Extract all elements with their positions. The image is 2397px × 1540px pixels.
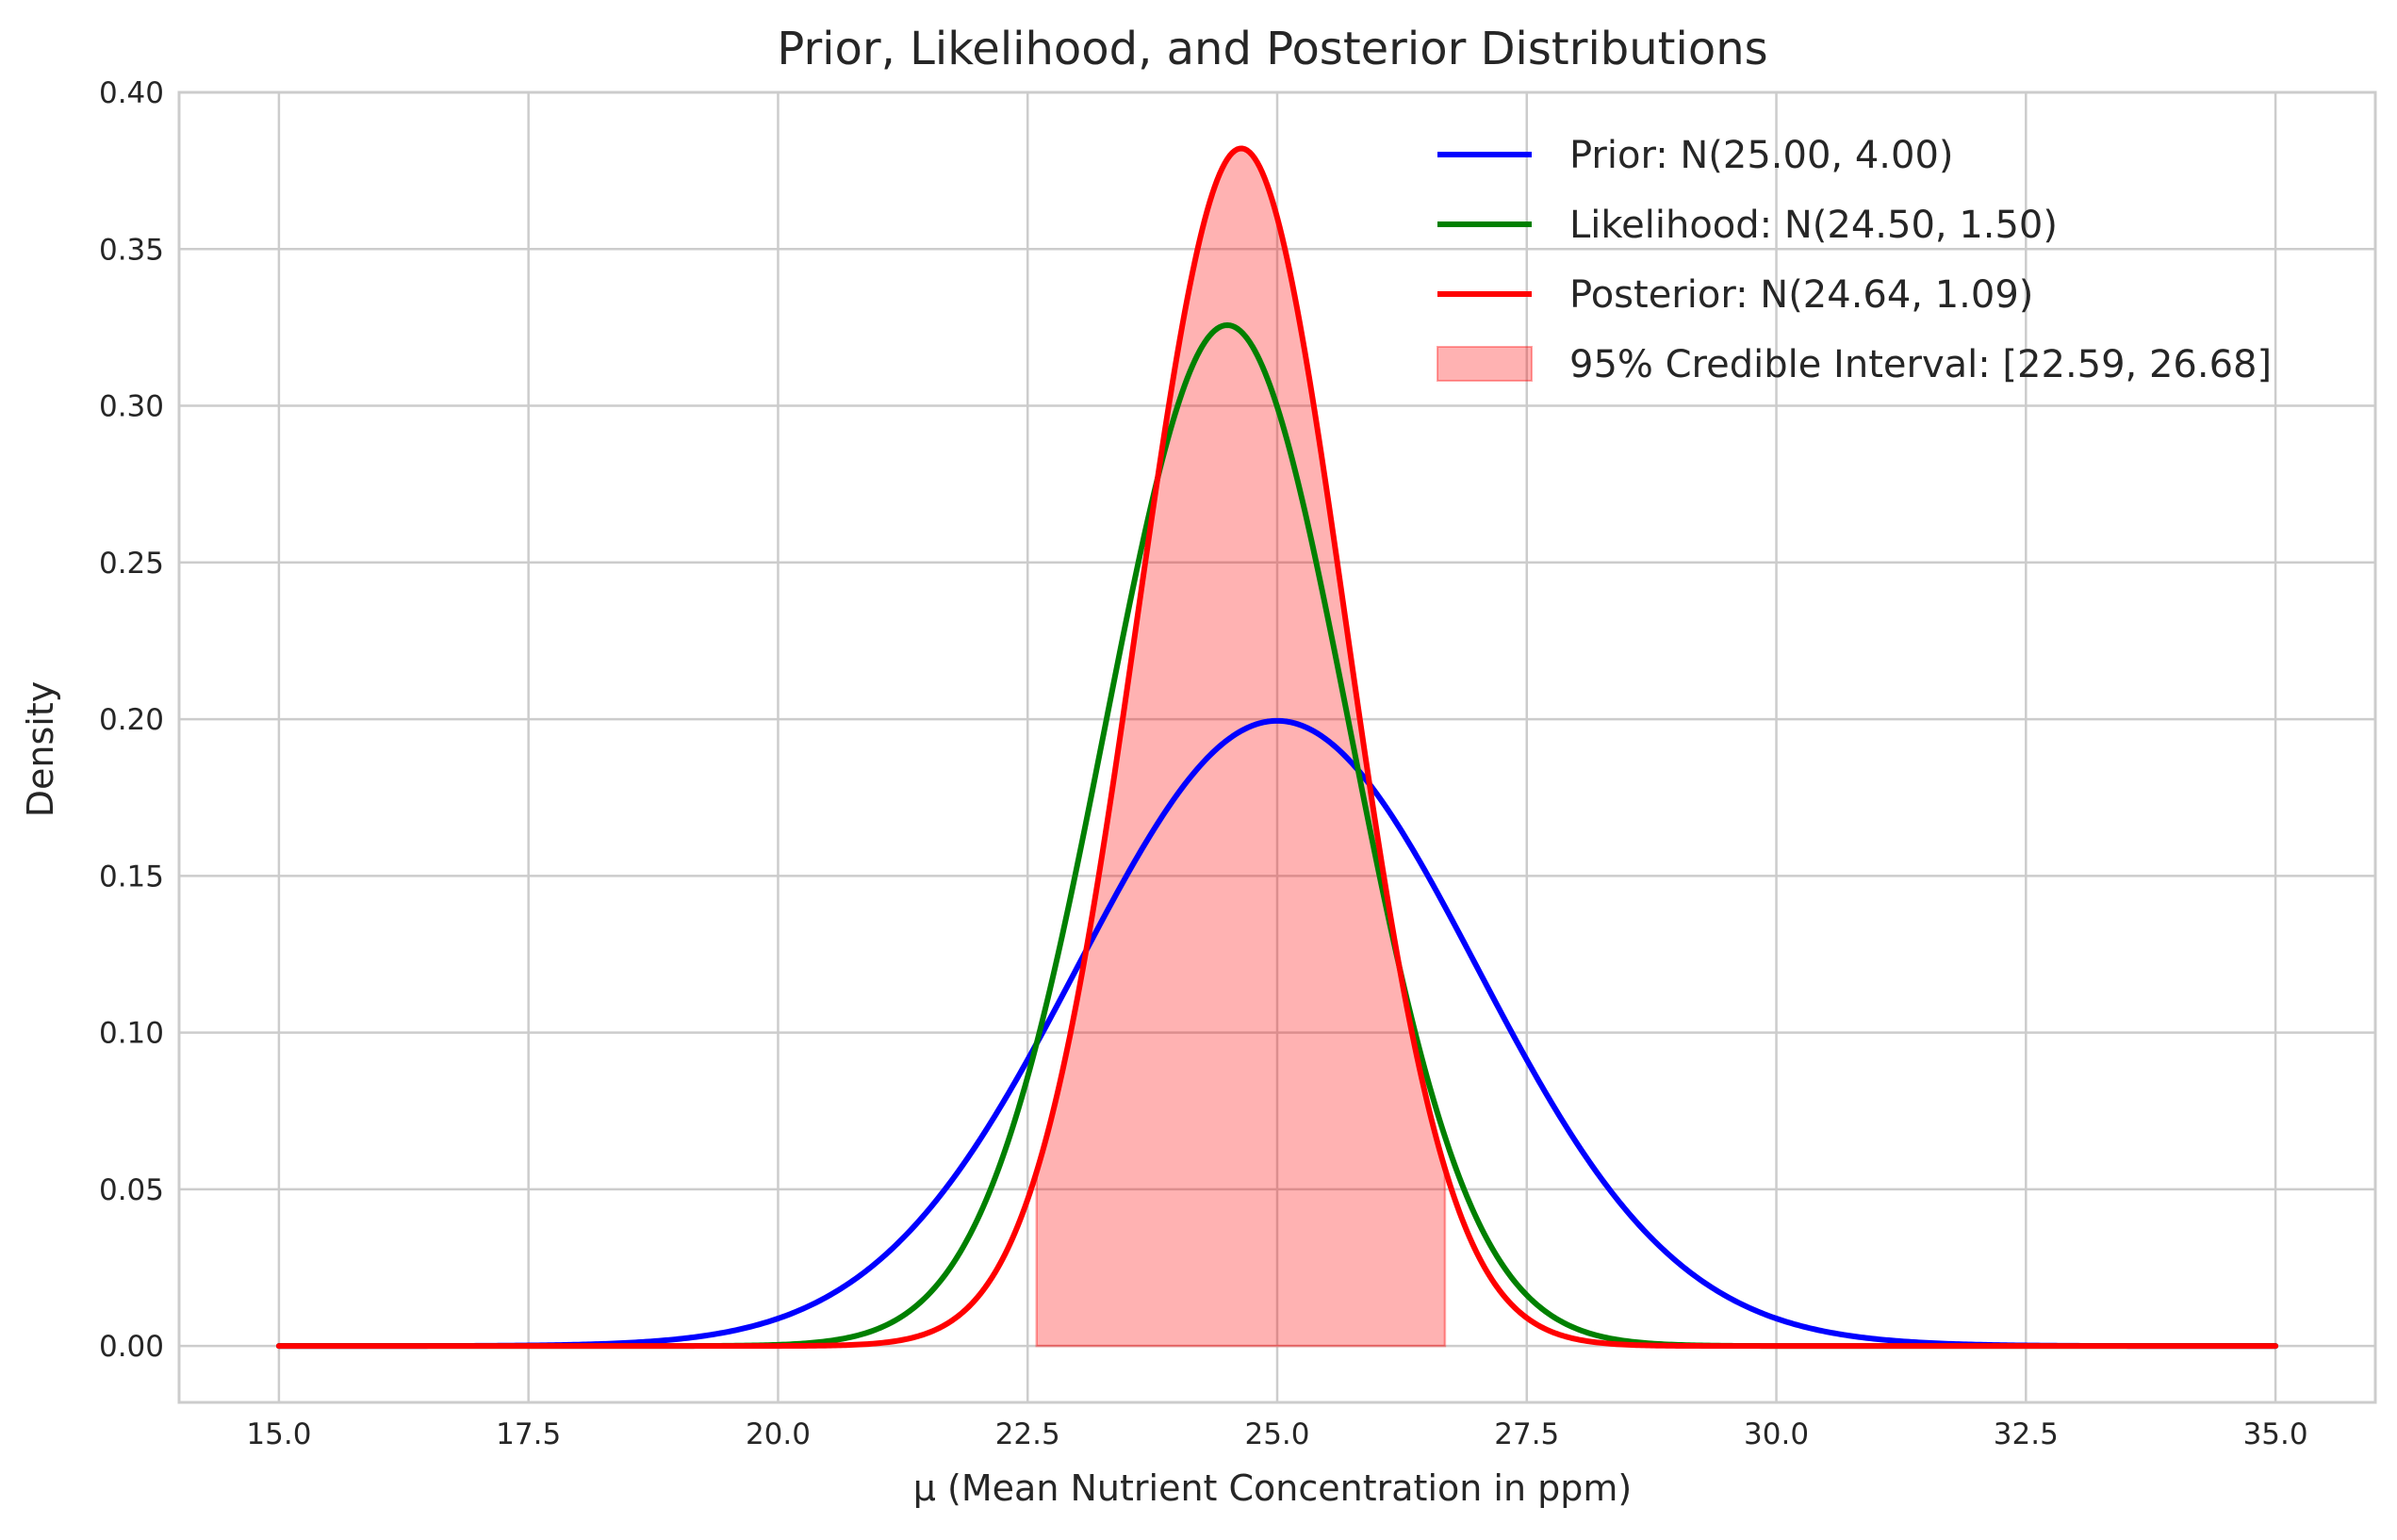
plot-frame xyxy=(177,90,2377,1404)
x-tick-label: 15.0 xyxy=(246,1417,311,1451)
y-tick-label: 0.05 xyxy=(99,1173,164,1207)
x-tick-labels: 15.0 17.5 20.0 22.5 25.0 27.5 30.0 32.5 35.0 xyxy=(246,1417,2307,1451)
y-axis-label: Density xyxy=(20,681,61,817)
y-tick-label: 0.30 xyxy=(99,390,164,424)
x-tick-label: 35.0 xyxy=(2243,1417,2308,1451)
legend-label-prior: Prior: N(25.00, 4.00) xyxy=(1569,134,1954,177)
y-tick-label: 0.15 xyxy=(99,860,164,893)
legend-label-posterior: Posterior: N(24.64, 1.09) xyxy=(1569,273,2033,317)
x-axis-label: μ (Mean Nutrient Concentration in ppm) xyxy=(913,1467,1632,1509)
x-tick-label: 17.5 xyxy=(496,1417,561,1451)
legend-label-credible-interval: 95% Credible Interval: [22.59, 26.68] xyxy=(1569,343,2272,386)
x-tick-label: 20.0 xyxy=(746,1417,811,1451)
y-tick-label: 0.10 xyxy=(99,1017,164,1051)
series-layer xyxy=(275,145,2279,1350)
chart-title: Prior, Likelihood, and Posterior Distrib… xyxy=(777,23,1767,75)
x-tick-label: 22.5 xyxy=(995,1417,1060,1451)
y-tick-label: 0.20 xyxy=(99,703,164,737)
y-tick-label: 0.00 xyxy=(99,1330,164,1364)
legend: Prior: N(25.00, 4.00) Likelihood: N(24.50… xyxy=(1437,134,2272,386)
legend-swatch-credible-interval xyxy=(1437,346,1533,382)
y-tick-label: 0.35 xyxy=(99,233,164,267)
y-tick-labels: 0.00 0.05 0.10 0.15 0.20 0.25 0.30 0.35 0.40 xyxy=(99,76,164,1364)
x-tick-label: 25.0 xyxy=(1244,1417,1309,1451)
x-tick-label: 30.0 xyxy=(1744,1417,1809,1451)
y-tick-label: 0.25 xyxy=(99,547,164,581)
y-tick-label: 0.40 xyxy=(99,76,164,110)
x-tick-label: 27.5 xyxy=(1494,1417,1559,1451)
series-line-posterior xyxy=(275,145,2279,1350)
legend-label-likelihood: Likelihood: N(24.50, 1.50) xyxy=(1569,204,2058,247)
x-tick-label: 32.5 xyxy=(1994,1417,2059,1451)
